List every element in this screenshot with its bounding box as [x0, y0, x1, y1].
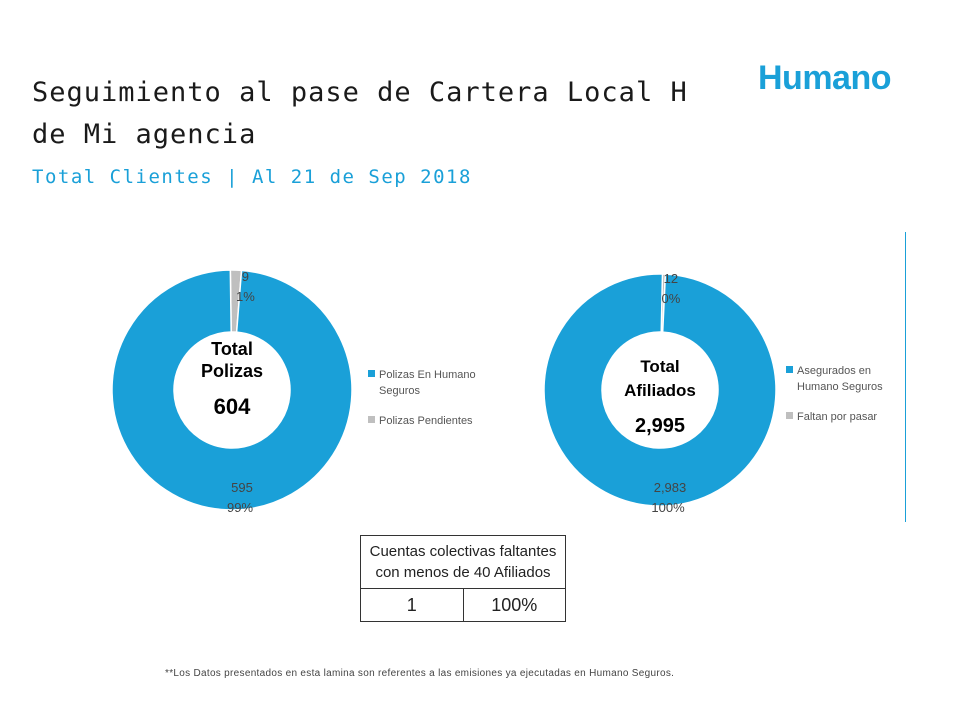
- footnote: **Los Datos presentados en esta lamina s…: [165, 668, 675, 679]
- table-count-cell: 1: [360, 588, 464, 622]
- legend-label: Faltan por pasar: [797, 411, 877, 423]
- legend-swatch: [368, 370, 375, 377]
- slice-percent-label: 1%: [236, 289, 255, 304]
- legend-swatch: [786, 366, 793, 373]
- cuentas-colectivas-table: Cuentas colectivas faltantes con menos d…: [360, 535, 566, 622]
- center-label: Afiliados: [624, 381, 696, 400]
- center-value: 604: [214, 394, 251, 419]
- center-label: Total: [640, 357, 679, 376]
- center-value: 2,995: [635, 415, 685, 437]
- page-subtitle: Total Clientes | Al 21 de Sep 2018: [32, 166, 472, 188]
- center-label: Total: [211, 339, 253, 359]
- slice-value-label: 595: [231, 480, 253, 495]
- slice-value-label: 12: [664, 271, 678, 286]
- center-label: Polizas: [201, 361, 263, 381]
- logo-text: Humano: [758, 59, 892, 97]
- table-header: Cuentas colectivas faltantes con menos d…: [360, 535, 566, 589]
- page-title: Seguimiento al pase de Cartera Local H d…: [32, 72, 772, 156]
- legend-label: Polizas En Humano Seguros: [379, 369, 476, 397]
- slice-0: [543, 273, 777, 507]
- slice-value-label: 9: [242, 269, 249, 284]
- slice-value-label: 2,983: [654, 480, 687, 495]
- legend-label: Polizas Pendientes: [379, 415, 473, 427]
- table-percent-cell: 100%: [462, 588, 566, 622]
- legend-label: Asegurados en Humano Seguros: [797, 365, 883, 393]
- slice-percent-label: 0%: [661, 291, 680, 306]
- slice-percent-label: 99%: [227, 500, 253, 515]
- divider-line: [905, 232, 906, 522]
- title-line-2: de Mi agencia: [32, 119, 257, 150]
- title-line-1: Seguimiento al pase de Cartera Local H: [32, 77, 688, 108]
- afiliados-donut-chart: 12 0% 2,983 100% Total Afiliados 2,995 Asegurad…: [543, 271, 883, 515]
- legend-swatch: [786, 412, 793, 419]
- slice-percent-label: 100%: [651, 500, 685, 515]
- slice-0: [111, 269, 353, 511]
- legend-swatch: [368, 416, 375, 423]
- humano-logo: Humano: [758, 58, 928, 102]
